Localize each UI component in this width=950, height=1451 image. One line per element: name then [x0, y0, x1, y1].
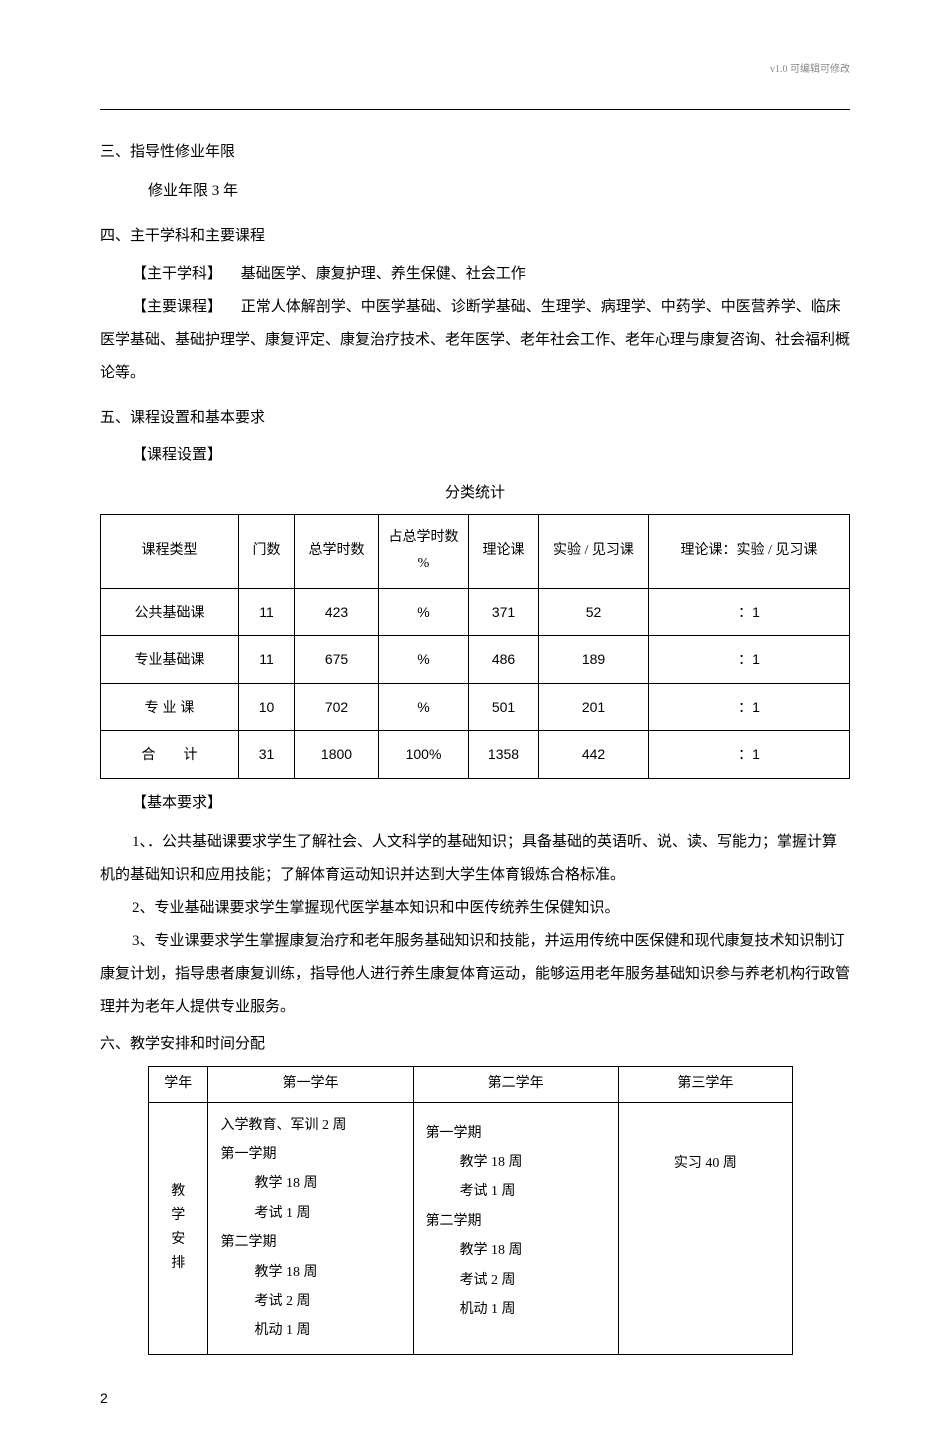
- table-row: 合 计 31 1800 100% 1358 442 ：1: [101, 731, 850, 779]
- section-5-title: 五、课程设置和基本要求: [100, 404, 850, 433]
- y2-line: 第一学期: [426, 1119, 606, 1148]
- cell-pct: %: [379, 636, 469, 684]
- y2-line: 教学 18 周: [426, 1236, 606, 1265]
- schedule-table: 学年 第一学年 第二学年 第三学年 教学安排 入学教育、军训 2 周 第一学期 …: [148, 1066, 793, 1355]
- requirement-2: 2、专业基础课要求学生掌握现代医学基本知识和中医传统养生保健知识。: [100, 892, 850, 925]
- page-number: 2: [100, 1385, 850, 1412]
- cell-theory: 371: [469, 588, 539, 636]
- section-4-title: 四、主干学科和主要课程: [100, 222, 850, 251]
- y2-line: 教学 18 周: [426, 1148, 606, 1177]
- y1-line: 教学 18 周: [220, 1258, 400, 1287]
- cell-type: 公共基础课: [101, 588, 239, 636]
- th-theory: 理论课: [469, 514, 539, 588]
- y2-line: 第二学期: [426, 1207, 606, 1236]
- th-num: 门数: [239, 514, 295, 588]
- cell-type: 专 业 课: [101, 683, 239, 731]
- year2-cell: 第一学期 教学 18 周 考试 1 周 第二学期 教学 18 周 考试 2 周 …: [413, 1102, 618, 1354]
- sch-th-y1: 第一学年: [208, 1067, 413, 1103]
- cell-lab: 189: [539, 636, 649, 684]
- cell-hours: 423: [295, 588, 379, 636]
- cell-theory: 501: [469, 683, 539, 731]
- cell-pct: %: [379, 588, 469, 636]
- top-divider: [100, 109, 850, 110]
- th-type: 课程类型: [101, 514, 239, 588]
- cell-type: 合 计: [101, 731, 239, 779]
- cell-num: 31: [239, 731, 295, 779]
- cell-pct: %: [379, 683, 469, 731]
- cell-lab: 52: [539, 588, 649, 636]
- main-subject-label: 【主干学科】: [132, 266, 222, 282]
- cell-ratio: ：1: [649, 588, 850, 636]
- y2-line: 考试 1 周: [426, 1177, 606, 1206]
- sch-th-y3: 第三学年: [618, 1067, 792, 1103]
- main-subject-text: 基础医学、康复护理、养生保健、社会工作: [241, 266, 526, 282]
- curriculum-label: 【课程设置】: [100, 441, 850, 470]
- cell-hours: 1800: [295, 731, 379, 779]
- cell-num: 11: [239, 588, 295, 636]
- th-ratio: 理论课：实验 / 见习课: [649, 514, 850, 588]
- cell-pct: 100%: [379, 731, 469, 779]
- th-pct: 占总学时数 %: [379, 514, 469, 588]
- year1-cell: 入学教育、军训 2 周 第一学期 教学 18 周 考试 1 周 第二学期 教学 …: [208, 1102, 413, 1354]
- header-note: v1.0 可编辑可修改: [100, 60, 850, 79]
- section-3-title: 三、指导性修业年限: [100, 138, 850, 167]
- y1-line: 教学 18 周: [220, 1169, 400, 1198]
- y2-line: 考试 2 周: [426, 1266, 606, 1295]
- cell-theory: 486: [469, 636, 539, 684]
- table-row: 专 业 课 10 702 % 501 201 ：1: [101, 683, 850, 731]
- y1-line: 考试 1 周: [220, 1199, 400, 1228]
- cell-lab: 201: [539, 683, 649, 731]
- schedule-body-row: 教学安排 入学教育、军训 2 周 第一学期 教学 18 周 考试 1 周 第二学…: [149, 1102, 793, 1354]
- y1-line: 第一学期: [220, 1140, 400, 1169]
- stats-table: 课程类型 门数 总学时数 占总学时数 % 理论课 实验 / 见习课 理论课：实验…: [100, 514, 850, 780]
- cell-num: 11: [239, 636, 295, 684]
- section-6-title: 六、教学安排和时间分配: [100, 1030, 850, 1059]
- requirement-1: 1、．公共基础课要求学生了解社会、人文科学的基础知识；具备基础的英语听、说、读、…: [100, 826, 850, 892]
- year3-cell: 实习 40 周: [618, 1102, 792, 1354]
- y1-line: 机动 1 周: [220, 1316, 400, 1345]
- th-lab: 实验 / 见习课: [539, 514, 649, 588]
- schedule-row-label: 教学安排: [149, 1102, 208, 1354]
- cell-hours: 702: [295, 683, 379, 731]
- cell-ratio: ：1: [649, 683, 850, 731]
- cell-hours: 675: [295, 636, 379, 684]
- cell-lab: 442: [539, 731, 649, 779]
- schedule-header-row: 学年 第一学年 第二学年 第三学年: [149, 1067, 793, 1103]
- table-caption: 分类统计: [100, 479, 850, 508]
- y1-line: 考试 2 周: [220, 1287, 400, 1316]
- cell-ratio: ：1: [649, 731, 850, 779]
- table-header-row: 课程类型 门数 总学时数 占总学时数 % 理论课 实验 / 见习课 理论课：实验…: [101, 514, 850, 588]
- y1-line: 第二学期: [220, 1228, 400, 1257]
- th-hours: 总学时数: [295, 514, 379, 588]
- cell-ratio: ：1: [649, 636, 850, 684]
- cell-num: 10: [239, 683, 295, 731]
- table-row: 专业基础课 11 675 % 486 189 ：1: [101, 636, 850, 684]
- y2-line: 机动 1 周: [426, 1295, 606, 1324]
- sch-th-year: 学年: [149, 1067, 208, 1103]
- y1-line: 入学教育、军训 2 周: [220, 1111, 400, 1140]
- requirements-label: 【基本要求】: [100, 789, 850, 818]
- main-course-label: 【主要课程】: [100, 299, 222, 315]
- table-row: 公共基础课 11 423 % 371 52 ：1: [101, 588, 850, 636]
- sch-th-y2: 第二学年: [413, 1067, 618, 1103]
- cell-theory: 1358: [469, 731, 539, 779]
- cell-type: 专业基础课: [101, 636, 239, 684]
- requirement-3: 3、专业课要求学生掌握康复治疗和老年服务基础知识和技能，并运用传统中医保健和现代…: [100, 925, 850, 1024]
- section-3-body: 修业年限 3 年: [100, 175, 850, 208]
